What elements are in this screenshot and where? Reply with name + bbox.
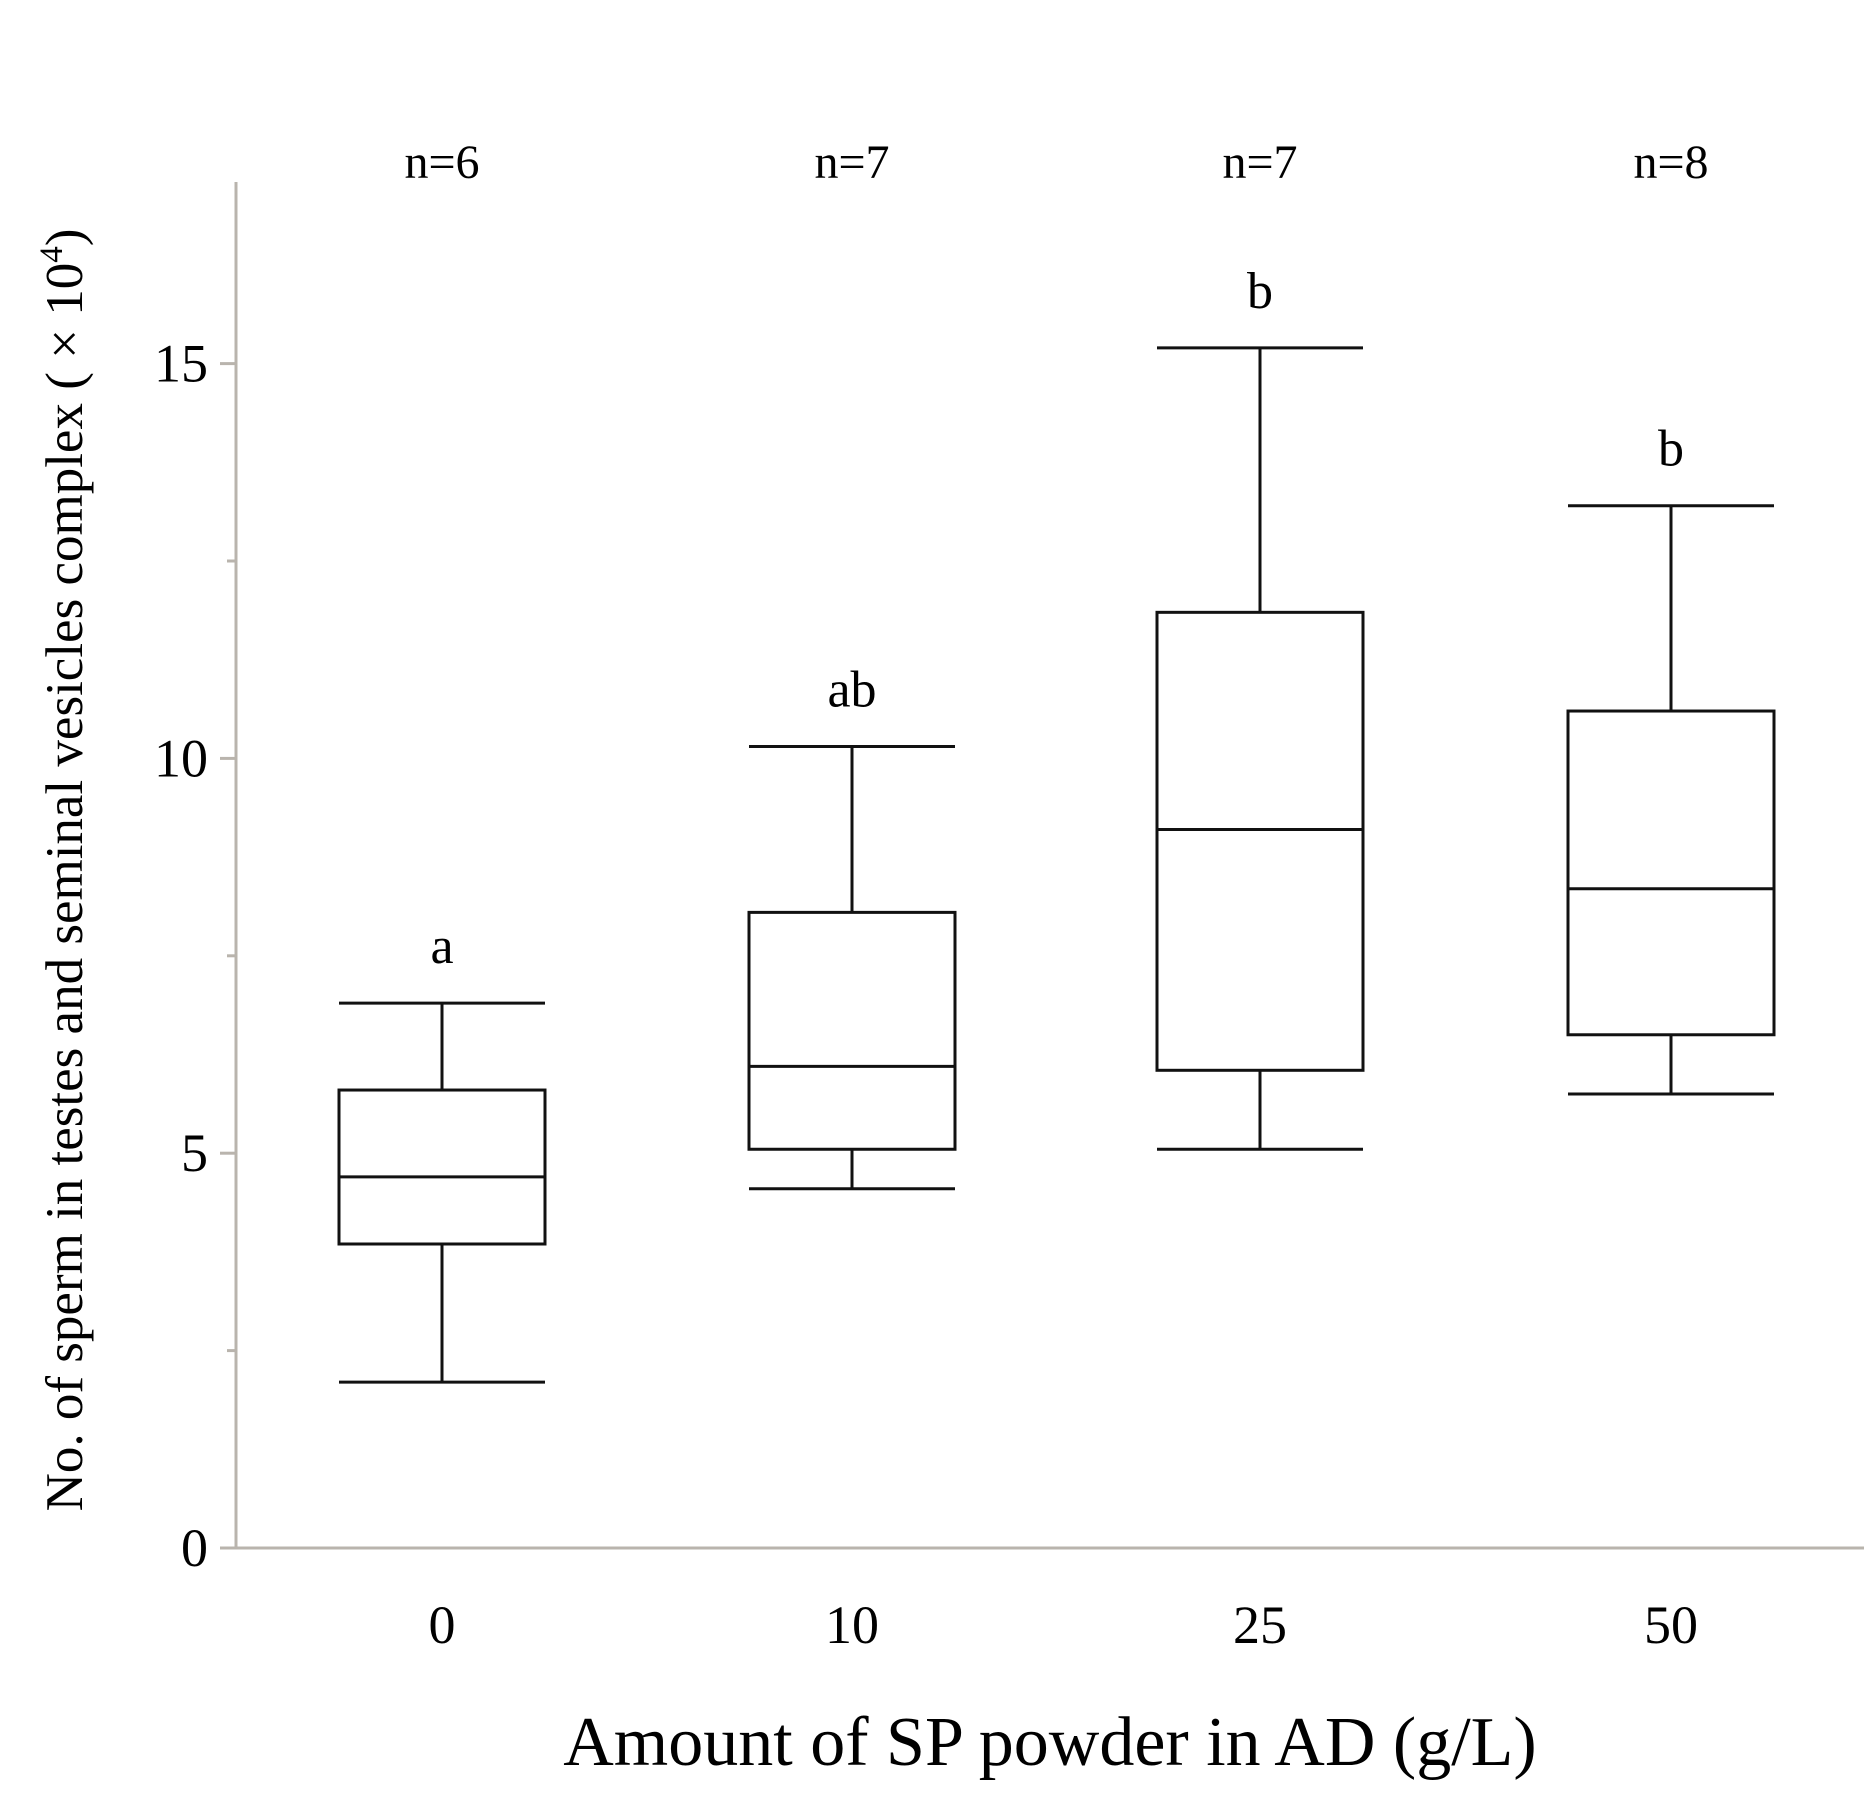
y-axis-title: No. of sperm in testes and seminal vesic… bbox=[34, 229, 94, 1512]
y-ticks: 0 5 10 15 bbox=[154, 334, 236, 1578]
y-axis-title-superscript: 4 bbox=[34, 246, 70, 263]
iqr-box bbox=[747, 910, 957, 1151]
sample-size-label: n=8 bbox=[1633, 136, 1708, 189]
box-group-10 bbox=[747, 745, 957, 1191]
sample-size-label: n=6 bbox=[404, 136, 479, 189]
iqr-box bbox=[1566, 709, 1776, 1037]
box-group-50 bbox=[1566, 504, 1776, 1096]
axes bbox=[234, 182, 1864, 1550]
sample-size-label: n=7 bbox=[1222, 136, 1297, 189]
significance-letter: b bbox=[1247, 263, 1273, 320]
iqr-box bbox=[337, 1088, 547, 1246]
x-tick-label: 0 bbox=[429, 1595, 456, 1655]
sample-size-label: n=7 bbox=[814, 136, 889, 189]
chart-labels: 0 n=6 a 10 n=7 ab 25 n=7 b 50 n=8 b bbox=[404, 136, 1708, 1655]
significance-letter: a bbox=[430, 918, 453, 975]
significance-letter: b bbox=[1658, 421, 1684, 478]
y-axis-title-suffix: ) bbox=[36, 229, 94, 247]
x-axis-title: Amount of SP powder in AD (g/L) bbox=[563, 1704, 1536, 1781]
box-group-25 bbox=[1155, 346, 1365, 1151]
x-tick-label: 10 bbox=[825, 1595, 879, 1655]
y-tick-label: 10 bbox=[154, 728, 208, 788]
y-tick-label: 5 bbox=[181, 1123, 208, 1183]
iqr-box bbox=[1155, 610, 1365, 1072]
y-axis-title-main: No. of sperm in testes and seminal vesic… bbox=[36, 263, 94, 1512]
significance-letter: ab bbox=[827, 662, 876, 719]
y-tick-label: 0 bbox=[181, 1518, 208, 1578]
x-tick-label: 25 bbox=[1233, 1595, 1287, 1655]
x-tick-label: 50 bbox=[1644, 1595, 1698, 1655]
box-series bbox=[337, 346, 1776, 1384]
y-tick-label: 15 bbox=[154, 334, 208, 394]
box-group-0 bbox=[337, 1001, 547, 1384]
